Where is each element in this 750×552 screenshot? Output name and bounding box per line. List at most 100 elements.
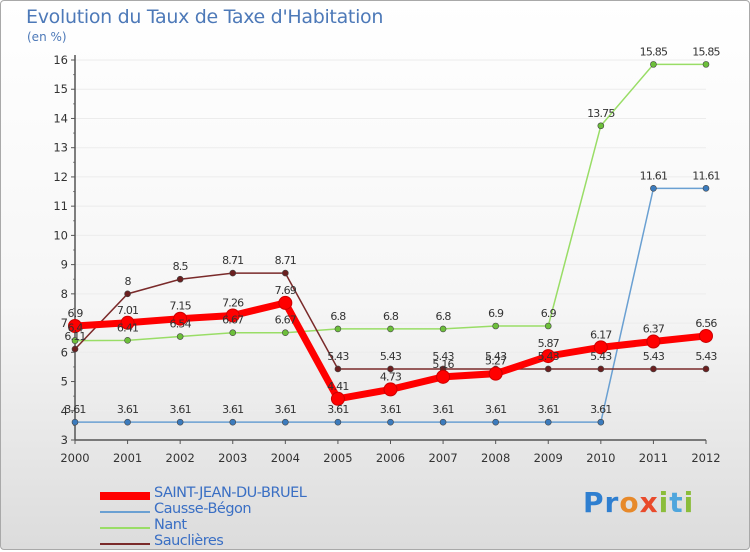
data-point bbox=[387, 365, 394, 373]
data-label: 4.73 bbox=[380, 370, 402, 383]
logo-letter: o bbox=[619, 486, 640, 519]
data-label: 3.61 bbox=[538, 403, 559, 416]
y-tick-label: 12 bbox=[53, 170, 68, 184]
logo-letter: r bbox=[604, 486, 620, 519]
data-label: 6.41 bbox=[117, 321, 138, 334]
data-point bbox=[650, 185, 657, 192]
legend-label: SAINT-JEAN-DU-BRUEL bbox=[154, 485, 307, 501]
logo-letter: i bbox=[658, 486, 670, 519]
data-label: 3.61 bbox=[485, 403, 506, 416]
data-label: 5.43 bbox=[485, 350, 507, 363]
data-label: 11.61 bbox=[692, 169, 720, 182]
data-point bbox=[334, 325, 342, 333]
data-point bbox=[650, 365, 657, 373]
data-label: 7.69 bbox=[275, 284, 297, 297]
data-point bbox=[492, 322, 499, 330]
data-point bbox=[229, 418, 237, 426]
legend-item-causse-begon: Causse-Bégon bbox=[100, 501, 460, 520]
data-point bbox=[282, 418, 289, 426]
data-point bbox=[330, 391, 345, 406]
data-point bbox=[282, 269, 289, 277]
data-label: 3.61 bbox=[170, 403, 191, 416]
chart-title: Evolution du Taux de Taxe d'Habitation bbox=[26, 6, 384, 28]
y-tick-label: 11 bbox=[53, 199, 68, 213]
data-point bbox=[229, 269, 237, 277]
data-point bbox=[650, 61, 657, 68]
x-tick-label: 2004 bbox=[271, 451, 300, 465]
data-point bbox=[282, 329, 289, 337]
data-label: 8.5 bbox=[173, 260, 189, 273]
data-label: 6.9 bbox=[67, 307, 83, 320]
y-gridlines bbox=[75, 59, 706, 441]
legend-item-nant: Nant bbox=[100, 517, 460, 536]
legend-label: Sauclières bbox=[154, 533, 224, 549]
data-point bbox=[68, 319, 82, 333]
data-point bbox=[278, 295, 293, 310]
data-label: 5.43 bbox=[695, 350, 717, 363]
legend-item-saint-jean-du-bruel: SAINT-JEAN-DU-BRUEL bbox=[100, 485, 460, 504]
data-point bbox=[176, 418, 184, 426]
data-label: 15.85 bbox=[640, 45, 668, 58]
legend-item-sauclieres: Sauclières bbox=[100, 533, 460, 552]
y-tick-label: 9 bbox=[61, 258, 68, 272]
data-label: 4.41 bbox=[327, 380, 348, 393]
data-label: 6.37 bbox=[643, 322, 665, 335]
logo-letter: t bbox=[669, 486, 684, 519]
y-tick-label: 4 bbox=[61, 404, 68, 418]
data-point bbox=[124, 290, 131, 298]
x-tick-label: 2010 bbox=[586, 451, 615, 465]
data-point bbox=[124, 337, 131, 344]
data-label: 6.9 bbox=[488, 307, 504, 320]
x-tick-label: 2001 bbox=[113, 451, 142, 465]
data-label: 7.01 bbox=[117, 304, 138, 317]
x-tick-label: 2009 bbox=[534, 451, 563, 465]
data-point bbox=[124, 418, 131, 426]
y-tick-label: 3 bbox=[61, 433, 68, 447]
data-point bbox=[597, 122, 605, 130]
data-point bbox=[436, 369, 451, 384]
data-label: 6.9 bbox=[541, 307, 557, 320]
legend-swatch bbox=[100, 543, 150, 545]
data-label: 8 bbox=[124, 275, 131, 288]
y-tick-label: 16 bbox=[53, 53, 68, 67]
data-label: 6.4 bbox=[67, 322, 83, 335]
y-tick-label: 7 bbox=[61, 316, 68, 330]
data-point bbox=[492, 418, 499, 426]
data-label: 5.27 bbox=[485, 355, 507, 368]
data-point bbox=[176, 333, 184, 340]
data-labels: 3.61 3.61 3.61 3.61 3.61 3.61 3.61 3.61 3.61 3.61… bbox=[64, 45, 721, 416]
data-point bbox=[334, 418, 342, 426]
data-point bbox=[541, 349, 556, 364]
data-point bbox=[702, 365, 710, 373]
x-tick-label: 2002 bbox=[166, 451, 195, 465]
y-tick-label: 10 bbox=[53, 228, 68, 242]
data-label: 7.15 bbox=[170, 300, 192, 313]
data-label: 5.16 bbox=[432, 358, 454, 371]
data-point bbox=[646, 334, 661, 349]
x-tick-label: 2012 bbox=[691, 451, 720, 465]
data-label: 13.75 bbox=[587, 107, 615, 120]
data-point bbox=[702, 185, 710, 192]
data-point bbox=[387, 325, 394, 333]
series-saint-jean-du-bruel bbox=[68, 295, 713, 406]
data-point bbox=[597, 365, 605, 373]
data-point bbox=[593, 340, 608, 355]
data-label: 3.61 bbox=[275, 403, 296, 416]
legend-label: Nant bbox=[154, 517, 187, 533]
data-point bbox=[439, 325, 447, 333]
data-label: 3.61 bbox=[327, 403, 348, 416]
x-tick-label: 2011 bbox=[639, 451, 668, 465]
data-label: 11.61 bbox=[640, 169, 668, 182]
data-point bbox=[488, 366, 503, 381]
data-label: 7.26 bbox=[222, 296, 244, 309]
data-point bbox=[71, 345, 79, 353]
data-label: 3.61 bbox=[432, 403, 453, 416]
data-point bbox=[173, 311, 188, 326]
axes: 3 4 5 6 7 8 9 10 11 12 13 14 15 16 2000 2001 2002 2003 200… bbox=[53, 53, 720, 465]
logo-letter: i bbox=[683, 486, 695, 519]
x-tick-label: 2000 bbox=[60, 451, 89, 465]
data-point bbox=[597, 418, 605, 426]
data-point bbox=[544, 365, 552, 373]
data-point bbox=[71, 418, 79, 426]
